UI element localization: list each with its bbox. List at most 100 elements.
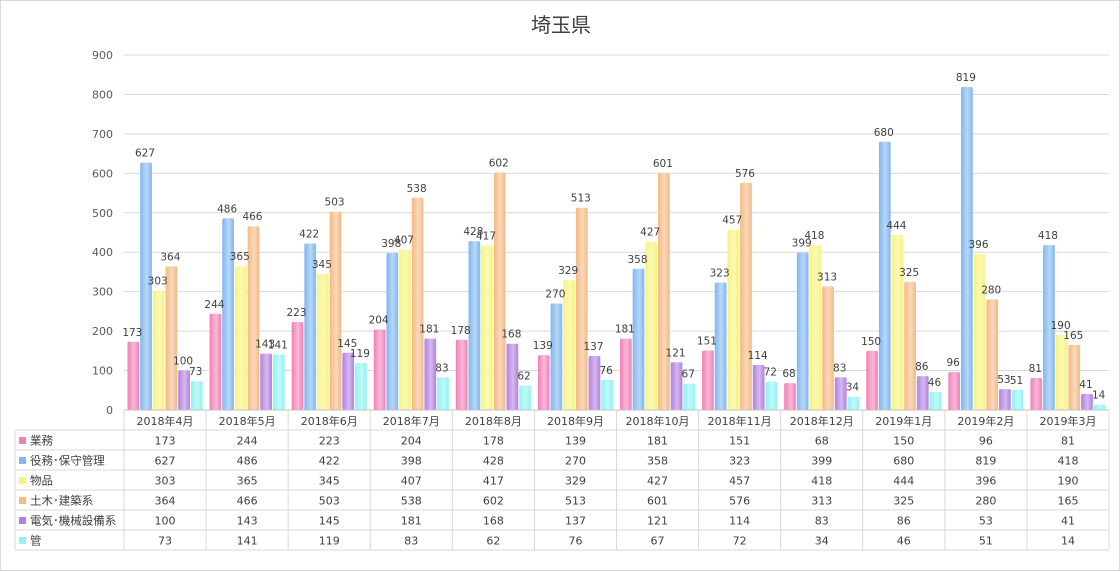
table-cell: 503: [319, 495, 340, 508]
bar: [765, 381, 778, 410]
table-cell: 67: [651, 535, 665, 548]
data-label: 178: [451, 325, 471, 337]
data-label: 358: [627, 254, 647, 266]
bar: [847, 396, 860, 410]
data-label: 173: [122, 327, 142, 339]
grid-lines: [124, 54, 1109, 372]
y-tick-label: 0: [106, 404, 113, 417]
data-label: 86: [915, 361, 929, 373]
data-label: 51: [1010, 375, 1023, 387]
data-label: 119: [350, 348, 370, 360]
data-label: 223: [286, 307, 306, 319]
bar: [601, 380, 613, 410]
data-label: 601: [653, 158, 673, 170]
bar: [1030, 378, 1043, 410]
category-label: 2018年4月: [137, 414, 194, 428]
bar: [1081, 393, 1093, 410]
table-cell: 358: [647, 455, 668, 468]
y-tick-label: 300: [92, 286, 113, 299]
bar: [550, 303, 563, 410]
data-label: 303: [148, 275, 168, 287]
data-label: 417: [476, 231, 496, 243]
table-cell: 398: [401, 455, 422, 468]
table-cell: 819: [975, 455, 996, 468]
legend-key: [19, 457, 26, 464]
bar: [1043, 245, 1055, 410]
data-label: 68: [782, 368, 795, 380]
bar: [916, 376, 929, 410]
bar: [272, 354, 285, 410]
data-label: 364: [160, 251, 180, 263]
table-cell: 280: [975, 495, 996, 508]
table-cell: 190: [1057, 475, 1078, 488]
data-label: 165: [1063, 330, 1083, 342]
data-label: 819: [956, 72, 976, 84]
bar: [519, 385, 531, 410]
legend-entry: 土木･建築系: [30, 494, 93, 508]
data-label: 73: [189, 366, 202, 378]
category-label: 2018年8月: [465, 414, 522, 428]
bar: [234, 266, 247, 410]
bar: [190, 381, 203, 410]
bar: [961, 86, 973, 410]
y-tick-label: 400: [92, 246, 113, 259]
category-label: 2019年2月: [957, 414, 1014, 428]
data-label: 83: [833, 362, 846, 374]
bar: [140, 162, 152, 410]
legend-key: [19, 477, 26, 484]
bar: [670, 362, 683, 410]
table-cell: 364: [155, 495, 176, 508]
data-label: 323: [710, 268, 730, 280]
table-cell: 399: [811, 455, 832, 468]
data-label: 145: [337, 338, 357, 350]
data-label: 76: [599, 365, 613, 377]
table-cell: 53: [979, 515, 993, 528]
table-cell: 576: [729, 495, 750, 508]
bar: [563, 280, 575, 410]
bar: [222, 218, 234, 410]
table-cell: 513: [565, 495, 586, 508]
table-cell: 270: [565, 455, 586, 468]
table-cell: 72: [733, 535, 747, 548]
table-cell: 538: [401, 495, 422, 508]
table-cell: 204: [401, 435, 422, 448]
table-cell: 62: [486, 535, 500, 548]
bar: [411, 197, 424, 410]
legend-key: [19, 437, 26, 444]
category-label: 2019年3月: [1039, 414, 1096, 428]
table-cell: 602: [483, 495, 504, 508]
bar: [317, 273, 329, 410]
table-cell: 81: [1061, 435, 1075, 448]
table-cell: 486: [237, 455, 258, 468]
table-cell: 345: [319, 475, 340, 488]
legend-entry: 役務･保守管理: [30, 454, 105, 468]
bar: [437, 377, 449, 410]
table-cell: 627: [155, 455, 176, 468]
table-cell: 178: [483, 435, 504, 448]
data-label: 190: [1051, 320, 1071, 332]
table-cell: 83: [815, 515, 829, 528]
data-label: 244: [204, 299, 224, 311]
table-cell: 181: [401, 515, 422, 528]
table-cell: 165: [1057, 495, 1078, 508]
data-label: 422: [299, 229, 319, 241]
table-cell: 96: [979, 435, 993, 448]
bar: [1068, 344, 1081, 410]
bar: [329, 211, 342, 410]
bar: [784, 383, 796, 410]
table-cell: 119: [319, 535, 340, 548]
category-label: 2018年11月: [708, 414, 772, 428]
bar: [424, 338, 437, 410]
bar: [702, 350, 714, 410]
data-label: 181: [419, 324, 439, 336]
data-label: 325: [899, 267, 919, 279]
legend-entry: 電気･機械設備系: [30, 514, 116, 528]
data-label: 137: [583, 341, 603, 353]
data-label: 14: [1092, 389, 1106, 401]
data-label: 427: [640, 227, 660, 239]
data-labels: 173 244 223 204 178 139 181 151 68 150 96 81 627 486 4…: [122, 72, 1105, 402]
table-cell: 173: [155, 435, 176, 448]
table-cell: 150: [893, 435, 914, 448]
data-label: 96: [946, 357, 960, 369]
category-label: 2018年10月: [626, 414, 690, 428]
